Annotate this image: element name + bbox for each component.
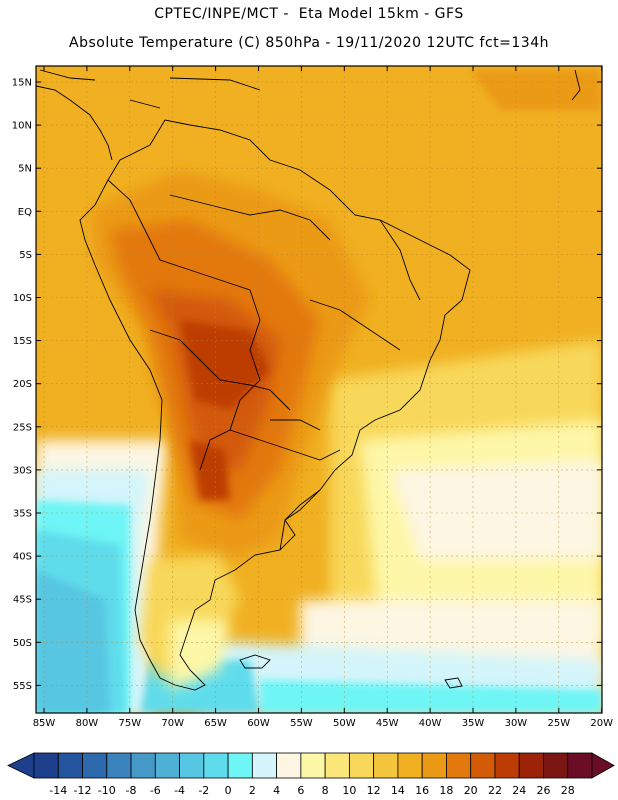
colorbar-swatch <box>179 752 205 779</box>
colorbar-label: 4 <box>273 784 280 797</box>
colorbar-swatch <box>203 752 229 779</box>
colorbar-swatch <box>57 752 83 779</box>
colorbar-label: 18 <box>439 784 453 797</box>
colorbar-swatch <box>348 752 375 779</box>
lon-label: 80W <box>76 718 99 729</box>
colorbar-swatch <box>397 752 423 779</box>
colorbar-swatch <box>106 752 132 779</box>
colorbar-label: 26 <box>536 784 550 797</box>
plot-frame <box>35 65 603 714</box>
lat-label: 5S <box>19 250 32 261</box>
colorbar-swatch <box>494 752 520 779</box>
colorbar-label: 10 <box>342 784 356 797</box>
lon-label: 20W <box>590 718 613 729</box>
lat-label: 45S <box>13 595 32 606</box>
lat-label: 50S <box>13 638 32 649</box>
colorbar-label: 8 <box>322 784 329 797</box>
map-title-line-1: CPTEC/INPE/MCT - Eta Model 15km - GFS <box>154 6 464 22</box>
colorbar-swatch <box>421 752 447 779</box>
colorbar-swatch <box>543 752 569 779</box>
lat-label: 25S <box>13 422 32 433</box>
colorbar-swatch <box>470 752 496 779</box>
longitude-labels: 85W 80W 75W 70W 65W 60W 55W 50W 45W 40W 35W 30W 25W 2… <box>33 66 613 729</box>
lon-label: 25W <box>547 718 570 729</box>
colorbar-label: 24 <box>512 784 526 797</box>
lon-label: 55W <box>290 718 313 729</box>
colorbar-label: 28 <box>561 784 575 797</box>
colorbar-arrow-high <box>591 752 615 779</box>
colorbar-swatch <box>33 752 59 779</box>
colorbar-label: -10 <box>98 784 116 797</box>
colorbar-label: 16 <box>415 784 429 797</box>
colorbar-label: 12 <box>367 784 381 797</box>
colorbar-label: -12 <box>74 784 92 797</box>
lon-label: 85W <box>33 718 56 729</box>
colorbar-swatch <box>300 752 326 779</box>
lon-label: 45W <box>376 718 399 729</box>
colorbar-swatch <box>227 752 253 779</box>
lon-label: 40W <box>419 718 442 729</box>
colorbar-swatch <box>82 752 108 779</box>
lat-label: 15S <box>13 336 32 347</box>
lon-label: 35W <box>462 718 485 729</box>
colorbar-swatch <box>446 752 472 779</box>
lon-label: 60W <box>247 718 270 729</box>
lat-lon-grid <box>36 66 602 713</box>
lat-label: 55S <box>13 681 32 692</box>
temperature-field <box>36 66 602 713</box>
latitude-labels: 15N 10N 5N EQ 5S 10S 15S 20S 25S 30S 35S 40S 45S 50S 5… <box>12 78 602 692</box>
colorbar-swatch <box>518 752 544 779</box>
lon-label: 30W <box>505 718 528 729</box>
colorbar-label: 14 <box>391 784 405 797</box>
colorbar-label: 20 <box>464 784 478 797</box>
colorbar: -14 -12 -10 -8 -6 -4 -2 0 2 4 6 8 10 12 14 16 18 20 22 24 26… <box>7 752 615 797</box>
colorbar-arrow-low <box>7 752 35 779</box>
colorbar-swatch <box>324 752 350 779</box>
colorbar-swatch <box>154 752 180 779</box>
colorbar-swatch <box>130 752 156 779</box>
lat-label: EQ <box>18 207 32 218</box>
lat-label: 30S <box>13 465 32 476</box>
colorbar-label: 2 <box>249 784 256 797</box>
colorbar-swatch <box>373 752 399 779</box>
colorbar-label: -8 <box>126 784 137 797</box>
lat-label: 5N <box>18 164 32 175</box>
lat-label: 40S <box>13 552 32 563</box>
lat-label: 15N <box>12 78 32 89</box>
colorbar-label: -6 <box>150 784 161 797</box>
map-title-line-2: Absolute Temperature (C) 850hPa - 19/11/… <box>69 35 549 51</box>
lon-label: 50W <box>333 718 356 729</box>
lat-label: 10N <box>12 121 32 132</box>
colorbar-label: -14 <box>49 784 67 797</box>
lat-label: 35S <box>13 509 32 520</box>
lon-label: 70W <box>161 718 184 729</box>
colorbar-label: 22 <box>488 784 502 797</box>
lon-label: 75W <box>118 718 141 729</box>
colorbar-swatch <box>276 752 302 779</box>
colorbar-swatch <box>567 752 593 779</box>
lat-label: 10S <box>13 293 32 304</box>
colorbar-label: -4 <box>174 784 185 797</box>
colorbar-swatch <box>251 752 278 779</box>
colorbar-label: -2 <box>198 784 209 797</box>
colorbar-label: 0 <box>225 784 232 797</box>
coastlines <box>36 69 581 691</box>
lon-label: 65W <box>204 718 227 729</box>
lat-label: 20S <box>13 379 32 390</box>
colorbar-label: 6 <box>297 784 304 797</box>
